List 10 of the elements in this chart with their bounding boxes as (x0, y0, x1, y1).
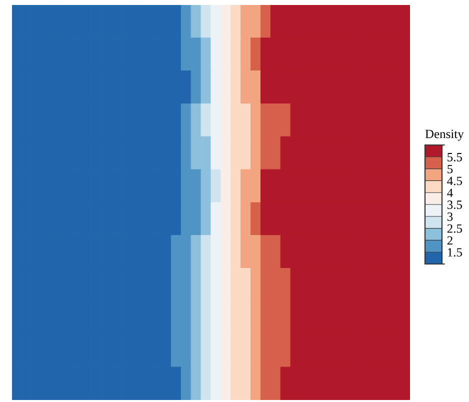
color-bar-label: 3 (447, 212, 453, 221)
color-bar-label: 1.5 (448, 248, 462, 257)
color-bar-label: 4.5 (447, 176, 462, 186)
color-bar-label: 5.5 (448, 153, 462, 162)
color-bar-title: Density (425, 130, 464, 141)
color-bar-label: 4 (447, 188, 453, 197)
color-bar-label: 2.5 (447, 224, 462, 233)
color-bar-label: 5 (448, 164, 453, 174)
color-bar-label: 2 (447, 236, 452, 245)
color-bar-label: 3.5 (447, 200, 462, 210)
